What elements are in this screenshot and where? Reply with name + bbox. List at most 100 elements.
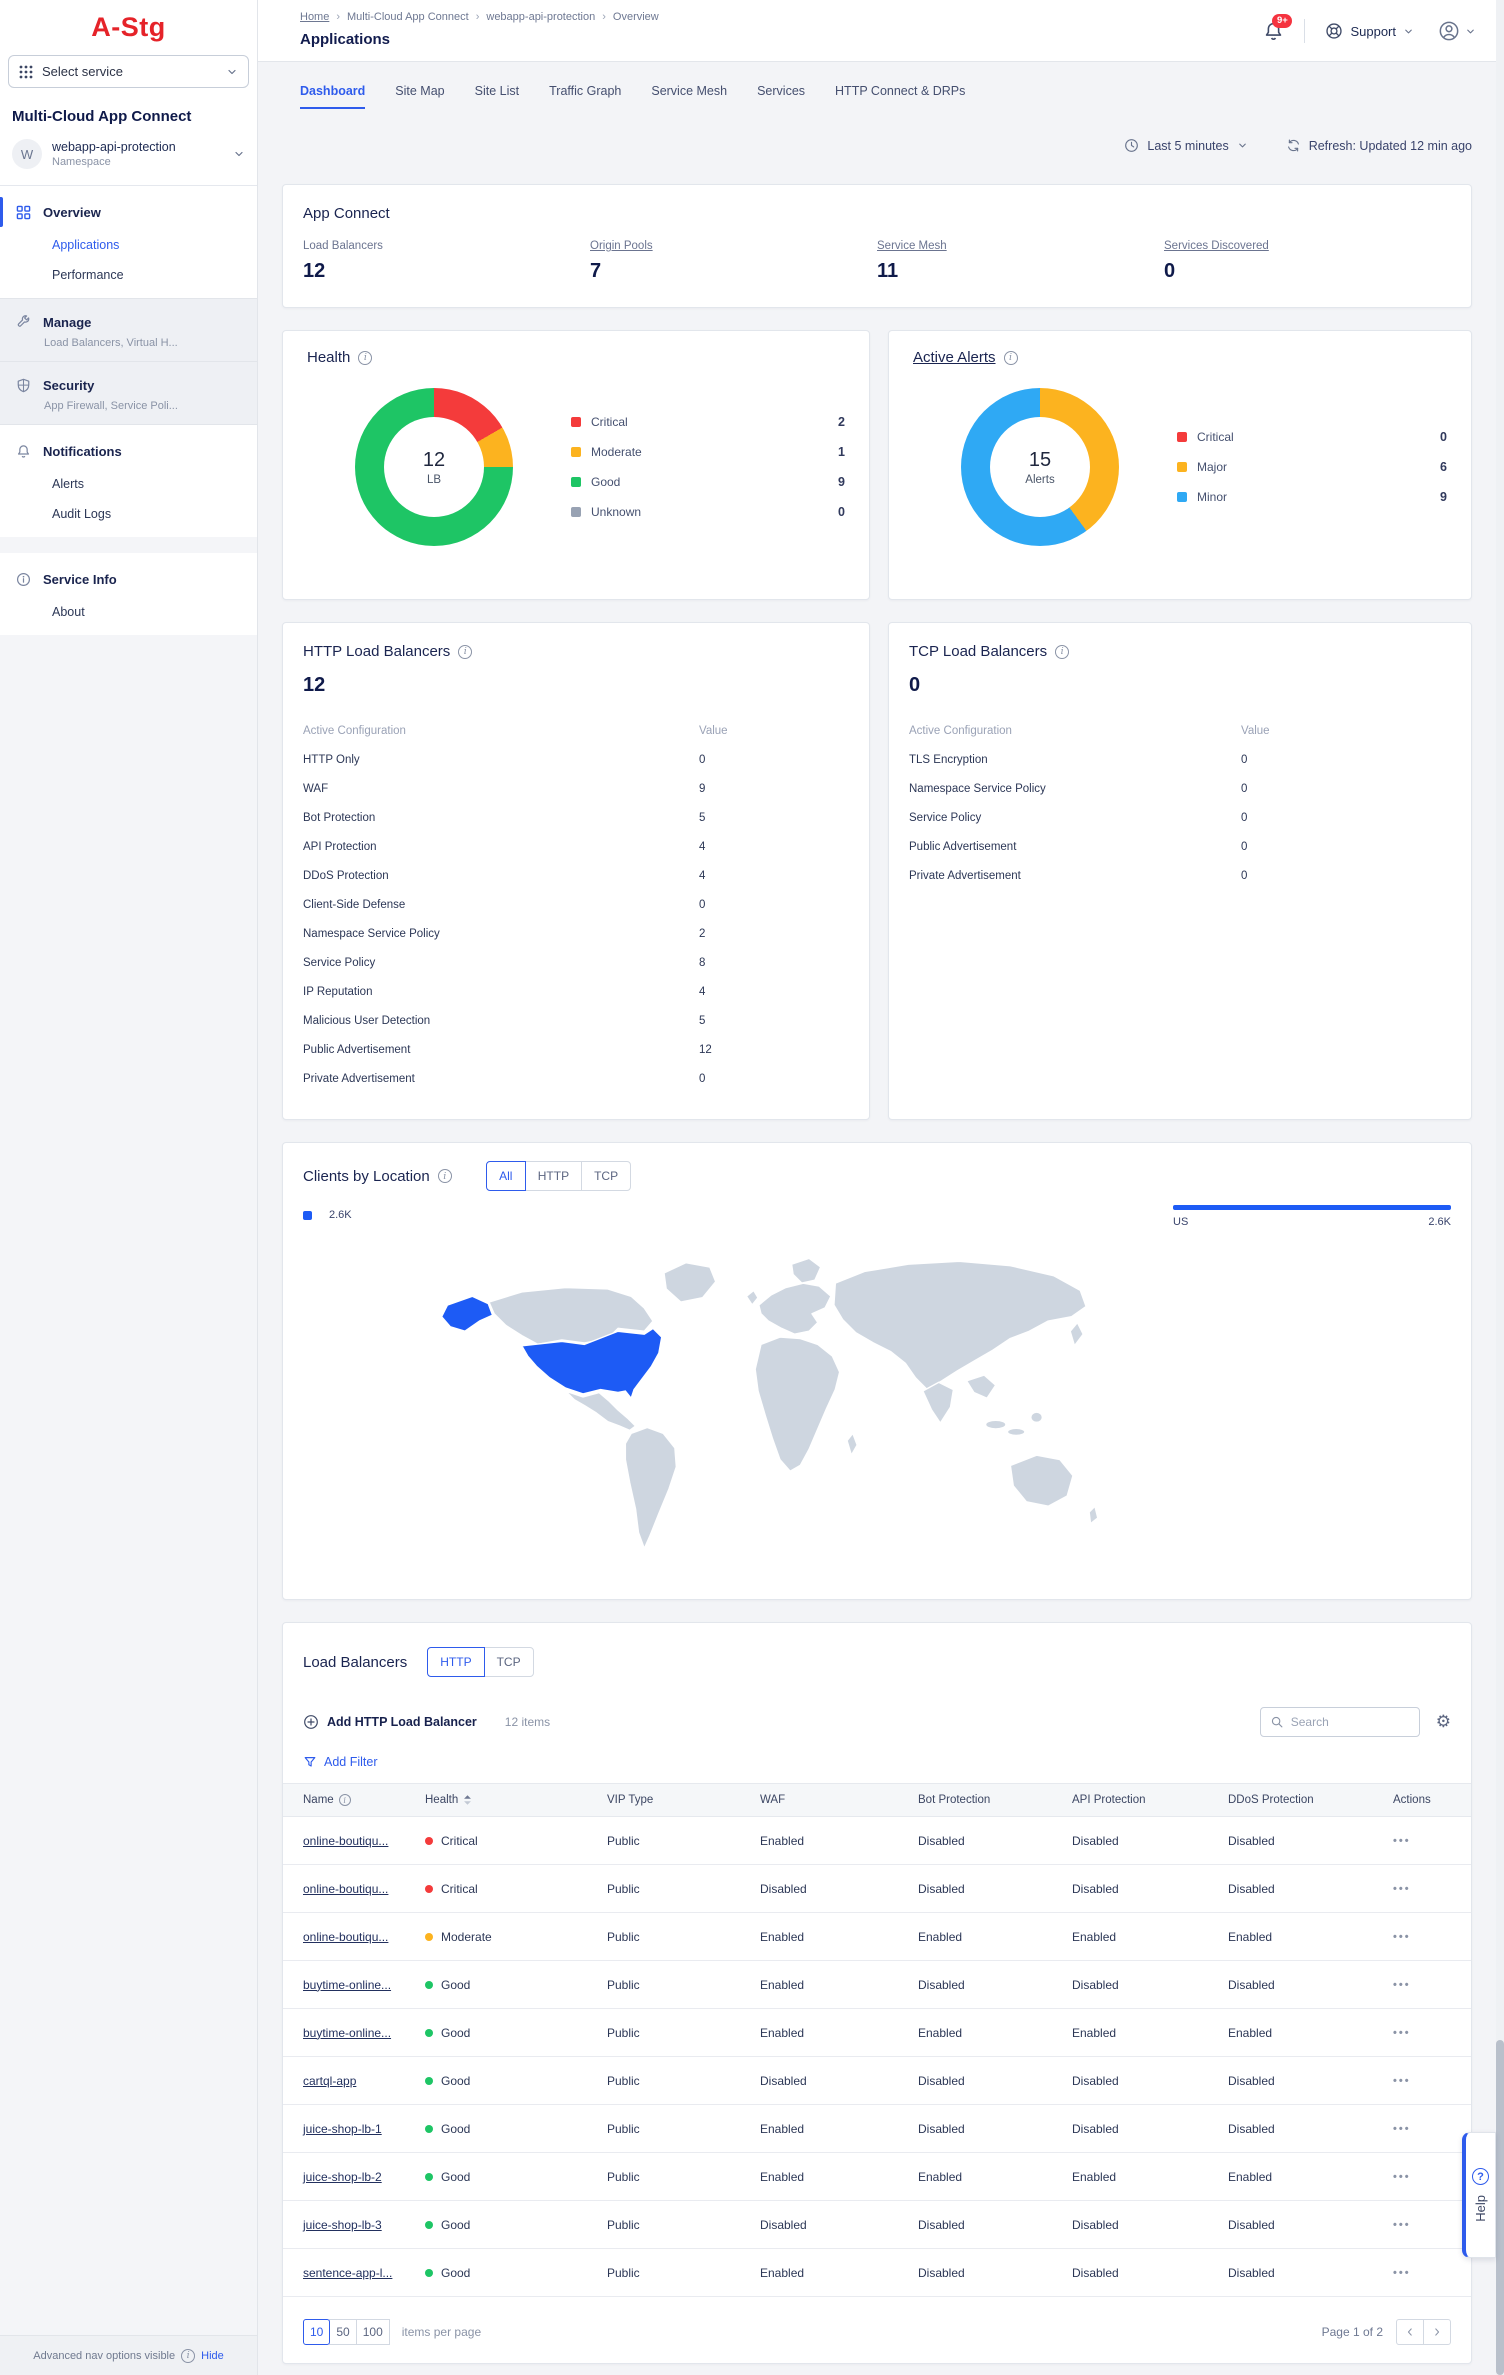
waf-cell: Enabled <box>760 1977 805 1992</box>
info-icon[interactable]: i <box>437 1169 452 1183</box>
row-actions-button[interactable]: ••• <box>1393 2026 1411 2039</box>
breadcrumb-item[interactable]: webapp-api-protection <box>486 11 596 23</box>
column-vip-type[interactable]: VIP Type <box>607 1794 654 1806</box>
page-size-10[interactable]: 10 <box>303 2319 331 2345</box>
tab-http-connect-drps[interactable]: HTTP Connect & DRPs <box>835 84 966 98</box>
lb-name-link[interactable]: juice-shop-lb-2 <box>303 2169 382 2184</box>
column-health[interactable]: Health <box>425 1794 607 1806</box>
overview-grid-icon <box>16 205 31 220</box>
toggle-http-button[interactable]: HTTP <box>427 1647 485 1677</box>
add-filter-button[interactable]: Add Filter <box>283 1737 398 1769</box>
row-actions-button[interactable]: ••• <box>1393 1930 1411 1943</box>
sidebar-item-performance[interactable]: Performance <box>52 268 124 282</box>
filter-tcp-button[interactable]: TCP <box>581 1161 632 1191</box>
lb-name-link[interactable]: juice-shop-lb-1 <box>303 2121 382 2136</box>
api-protection-cell: Disabled <box>1072 2217 1119 2232</box>
breadcrumb-item: Overview <box>612 11 659 23</box>
lb-name-link[interactable]: online-boutiqu... <box>303 1929 389 1944</box>
sidebar-item-service-info[interactable]: Service Info <box>0 561 257 597</box>
refresh-status-label: Refresh: Updated 12 min ago <box>1308 138 1472 153</box>
next-page-button[interactable] <box>1423 2319 1451 2345</box>
prev-page-button[interactable] <box>1396 2319 1424 2345</box>
legend-row: Unknown 0 <box>571 497 845 527</box>
lb-name-link[interactable]: juice-shop-lb-3 <box>303 2217 382 2232</box>
help-tab[interactable]: ? Help <box>1462 2132 1496 2258</box>
tab-site-list[interactable]: Site List <box>474 84 520 98</box>
tab-services[interactable]: Services <box>757 84 806 98</box>
sidebar-item-alerts[interactable]: Alerts <box>52 477 84 491</box>
row-actions-button[interactable]: ••• <box>1393 2266 1411 2279</box>
tab-site-map[interactable]: Site Map <box>395 84 445 98</box>
tab-service-mesh[interactable]: Service Mesh <box>651 84 728 98</box>
row-actions-button[interactable]: ••• <box>1393 1882 1411 1895</box>
notifications-bell-button[interactable]: 9+ <box>1263 13 1293 42</box>
lb-name-link[interactable]: sentence-app-l... <box>303 2265 393 2280</box>
page-size-50[interactable]: 50 <box>329 2319 357 2345</box>
user-menu[interactable] <box>1438 20 1476 42</box>
lb-name-link[interactable]: online-boutiqu... <box>303 1833 389 1848</box>
page-size-100[interactable]: 100 <box>355 2319 390 2345</box>
support-menu[interactable]: Support <box>1325 22 1414 40</box>
column-name[interactable]: Name i <box>303 1794 425 1806</box>
sort-icon[interactable] <box>463 1794 472 1806</box>
column-bot-protection[interactable]: Bot Protection <box>918 1794 991 1806</box>
add-http-load-balancer-button[interactable]: Add HTTP Load Balancer <box>303 1714 477 1730</box>
waf-cell: Disabled <box>760 1881 807 1896</box>
row-actions-button[interactable]: ••• <box>1393 2170 1411 2183</box>
lb-name-link[interactable]: buytime-online... <box>303 1977 392 1992</box>
filter-all-button[interactable]: All <box>485 1161 526 1191</box>
health-status-label: Good <box>441 2025 471 2040</box>
time-range-selector[interactable]: Last 5 minutes <box>1124 138 1247 153</box>
map-us-alaska <box>440 1295 494 1332</box>
row-actions-button[interactable]: ••• <box>1393 1978 1411 1991</box>
lb-name-link[interactable]: online-boutiqu... <box>303 1881 389 1896</box>
scrollbar-thumb[interactable] <box>1496 2040 1504 2375</box>
info-icon[interactable]: i <box>1055 644 1070 659</box>
stat-load-balancers: Load Balancers 12 <box>303 240 590 283</box>
sidebar-item-overview[interactable]: Overview <box>0 194 257 230</box>
stat-link[interactable]: Origin Pools <box>590 240 653 252</box>
lb-name-link[interactable]: buytime-online... <box>303 2025 392 2040</box>
scrollbar-track[interactable] <box>1496 0 1504 2375</box>
config-label: WAF <box>303 782 329 795</box>
refresh-control[interactable]: Refresh: Updated 12 min ago <box>1286 138 1472 153</box>
column-header: Value <box>1241 725 1270 737</box>
column-api-protection[interactable]: API Protection <box>1072 1794 1146 1806</box>
vip-type-cell: Public <box>607 2265 640 2280</box>
table-row: online-boutiqu... Moderate Public Enable… <box>283 1913 1471 1961</box>
info-icon[interactable]: i <box>358 350 373 365</box>
info-icon[interactable]: i <box>338 1794 351 1806</box>
breadcrumb-item[interactable]: Multi-Cloud App Connect <box>347 11 469 23</box>
row-actions-button[interactable]: ••• <box>1393 2218 1411 2231</box>
lb-name-link[interactable]: cartql-app <box>303 2073 357 2088</box>
sidebar-item-notifications[interactable]: Notifications <box>0 433 257 469</box>
row-actions-button[interactable]: ••• <box>1393 2074 1411 2087</box>
stat-link[interactable]: Service Mesh <box>877 240 947 252</box>
sidebar-item-audit-logs[interactable]: Audit Logs <box>52 507 112 521</box>
map-greenland <box>663 1261 717 1303</box>
select-service-dropdown[interactable]: Select service <box>8 55 249 88</box>
sidebar-item-manage[interactable]: Manage Load Balancers, Virtual H... <box>0 298 257 362</box>
card-title-link[interactable]: Active Alerts <box>913 349 996 366</box>
hide-nav-button[interactable]: Hide <box>201 2349 224 2362</box>
info-icon[interactable]: i <box>458 644 473 659</box>
row-actions-button[interactable]: ••• <box>1393 2122 1411 2135</box>
tab-dashboard[interactable]: Dashboard <box>300 84 366 109</box>
config-row: IP Reputation 4 <box>303 977 849 1006</box>
stat-link[interactable]: Services Discovered <box>1164 240 1269 252</box>
sidebar-item-security[interactable]: Security App Firewall, Service Poli... <box>0 362 257 425</box>
gear-icon[interactable]: ⚙ <box>1435 1711 1451 1732</box>
tab-traffic-graph[interactable]: Traffic Graph <box>549 84 622 98</box>
column-waf[interactable]: WAF <box>760 1794 786 1806</box>
namespace-selector[interactable]: W webapp-api-protection Namespace <box>12 139 245 169</box>
toggle-tcp-button[interactable]: TCP <box>483 1647 534 1677</box>
column-ddos-protection[interactable]: DDoS Protection <box>1228 1794 1314 1806</box>
info-icon[interactable]: i <box>1003 350 1018 365</box>
sidebar-item-applications[interactable]: Applications <box>52 238 120 252</box>
row-actions-button[interactable]: ••• <box>1393 1834 1411 1847</box>
search-input[interactable] <box>1290 1715 1401 1729</box>
top-location-bar: US 2.6K <box>1173 1205 1451 1228</box>
breadcrumb-home[interactable]: Home <box>300 11 330 23</box>
sidebar-item-about[interactable]: About <box>52 605 85 619</box>
filter-http-button[interactable]: HTTP <box>524 1161 583 1191</box>
